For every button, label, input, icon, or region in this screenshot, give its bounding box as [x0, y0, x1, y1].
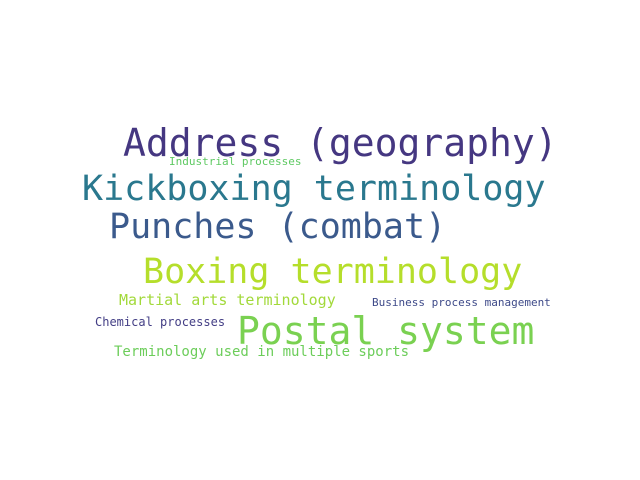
word-terminology-multiple-sports: Terminology used in multiple sports	[114, 344, 410, 360]
word-industrial-processes: Industrial processes	[169, 155, 302, 168]
word-address-geography: Address (geography)	[123, 121, 558, 165]
word-postal-system: Postal system	[237, 309, 535, 353]
word-kickboxing-terminology: Kickboxing terminology	[82, 169, 546, 209]
word-chemical-processes: Chemical processes	[95, 315, 226, 329]
word-punches-combat: Punches (combat)	[109, 207, 447, 247]
word-martial-arts-terminology: Martial arts terminology	[119, 291, 336, 309]
word-business-process-management: Business process management	[372, 296, 551, 309]
word-boxing-terminology: Boxing terminology	[143, 252, 523, 292]
